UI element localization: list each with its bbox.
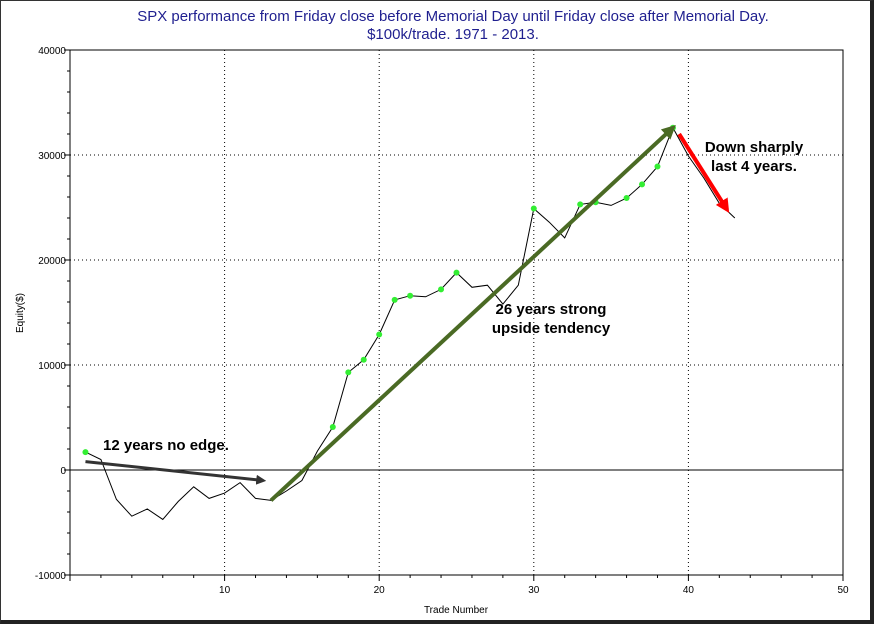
y-tick-label: 10000 xyxy=(38,361,66,372)
annotation-arrows xyxy=(85,124,730,502)
data-point xyxy=(82,449,89,456)
data-point xyxy=(376,331,383,338)
plot-border xyxy=(69,49,844,576)
data-point xyxy=(360,356,367,363)
x-tick-label: 10 xyxy=(219,585,231,596)
chart-title-line-1: SPX performance from Friday close before… xyxy=(137,8,769,25)
data-point xyxy=(623,195,630,202)
data-point xyxy=(639,181,646,188)
annotation-upside-line-1: 26 years strong xyxy=(496,301,607,318)
data-point xyxy=(453,269,460,276)
annotation-down-line-1: Down sharply xyxy=(705,139,804,156)
y-tick-label: 20000 xyxy=(38,256,66,267)
y-tick-label: 0 xyxy=(60,466,66,477)
y-axis-label: Equity($) xyxy=(15,293,26,333)
annotation-no-edge: 12 years no edge. xyxy=(103,437,229,454)
annotation-down-line-2: last 4 years. xyxy=(711,158,797,175)
grid-lines xyxy=(70,50,843,575)
data-point xyxy=(407,292,414,299)
x-tick-label: 50 xyxy=(837,585,849,596)
equity-series xyxy=(85,126,736,521)
data-point xyxy=(391,296,398,303)
x-tick-label: 20 xyxy=(374,585,386,596)
arrow-no-edge xyxy=(85,460,267,485)
data-point xyxy=(654,163,661,170)
equity-line xyxy=(85,126,736,521)
data-point xyxy=(577,201,584,208)
axes xyxy=(64,49,844,581)
annotation-upside-line-2: upside tendency xyxy=(492,320,611,337)
data-point xyxy=(345,369,352,376)
data-point xyxy=(329,423,336,430)
arrow-upside xyxy=(269,124,676,502)
data-point xyxy=(438,286,445,293)
x-axis-label: Trade Number xyxy=(424,605,489,616)
highlight-points xyxy=(82,124,676,456)
y-tick-label: -10000 xyxy=(35,571,67,582)
y-tick-label: 30000 xyxy=(38,151,66,162)
chart-title-line-2: $100k/trade. 1971 - 2013. xyxy=(367,26,539,43)
tick-labels: -10000 0 10000 20000 30000 40000 10 20 30 40 50 xyxy=(35,46,849,596)
x-tick-label: 30 xyxy=(528,585,540,596)
data-point xyxy=(530,205,537,212)
y-tick-label: 40000 xyxy=(38,46,66,57)
x-tick-label: 40 xyxy=(683,585,695,596)
arrow-down xyxy=(677,132,730,213)
